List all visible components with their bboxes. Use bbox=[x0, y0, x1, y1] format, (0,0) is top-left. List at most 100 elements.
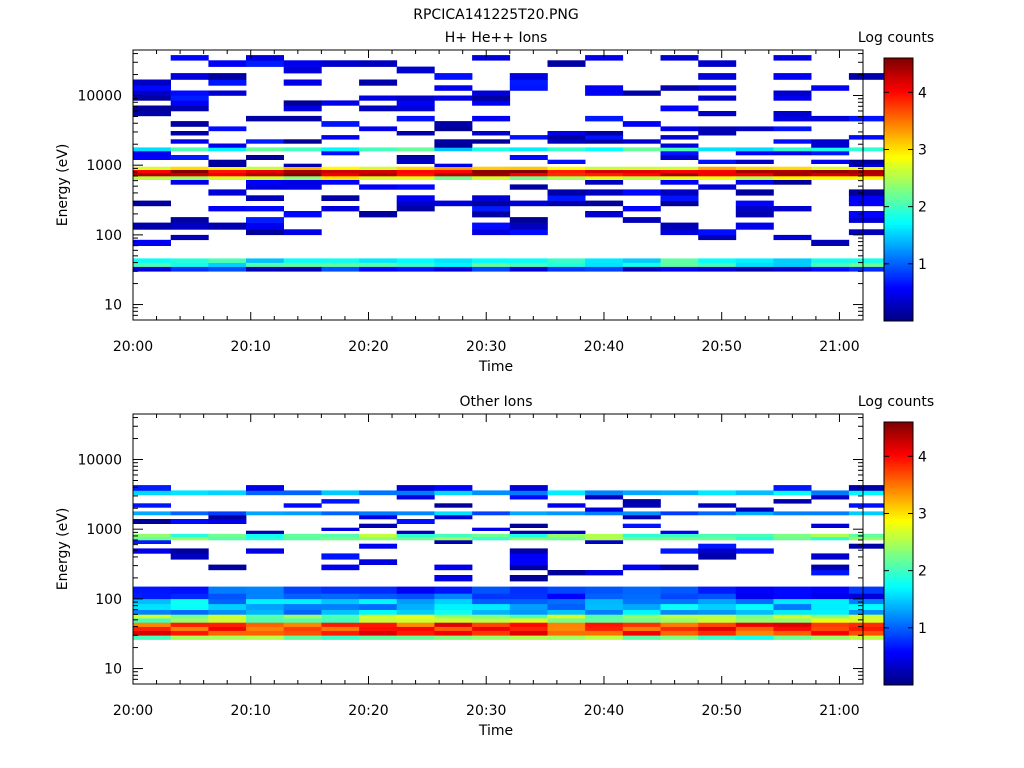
colorbar-segment bbox=[884, 441, 913, 445]
heatmap-cell bbox=[698, 266, 737, 272]
heatmap-cell bbox=[773, 635, 812, 640]
heatmap-cell bbox=[547, 200, 586, 207]
heatmap-cell bbox=[773, 95, 812, 101]
heatmap-cell bbox=[585, 139, 624, 144]
heatmap-cell bbox=[434, 598, 473, 605]
heatmap-cell bbox=[246, 490, 284, 496]
heatmap-cell bbox=[622, 533, 661, 538]
heatmap-cell bbox=[208, 126, 247, 132]
heatmap-cell bbox=[208, 159, 247, 164]
colorbar-segment bbox=[884, 531, 913, 535]
heatmap-cell bbox=[622, 515, 661, 520]
heatmap-cell bbox=[359, 490, 398, 496]
heatmap-cell bbox=[735, 593, 774, 600]
heatmap-cell bbox=[434, 515, 473, 520]
colorbar-segment bbox=[884, 676, 913, 679]
heatmap-cell bbox=[773, 490, 812, 496]
heatmap-cell bbox=[170, 100, 209, 106]
heatmap-cell bbox=[811, 618, 850, 623]
heatmap-cell bbox=[848, 626, 887, 631]
heatmap-cell bbox=[246, 635, 284, 640]
colorbar-segment bbox=[884, 478, 913, 482]
heatmap-cell bbox=[434, 172, 473, 177]
heatmap-cell bbox=[396, 511, 435, 516]
heatmap-cell bbox=[434, 618, 473, 623]
heatmap-cell bbox=[509, 495, 548, 500]
heatmap-cell bbox=[434, 540, 473, 544]
heatmap-cell bbox=[283, 614, 322, 619]
heatmap-cell bbox=[773, 266, 812, 272]
x-tick-label: 20:20 bbox=[348, 703, 388, 719]
heatmap-cell bbox=[283, 511, 322, 516]
heatmap-cell bbox=[585, 536, 624, 541]
heatmap-cell bbox=[622, 618, 661, 623]
heatmap-cell bbox=[208, 206, 247, 212]
heatmap-cell bbox=[396, 195, 435, 201]
heatmap-cell bbox=[622, 614, 661, 619]
heatmap-cell bbox=[133, 200, 171, 207]
heatmap-cell bbox=[472, 586, 511, 594]
axes: 20:00 20:10 20:20 20:30 20:40 20:50 21:00 10 100… bbox=[77, 50, 864, 355]
heatmap-cell bbox=[509, 490, 548, 496]
colorbar-segment bbox=[884, 617, 913, 620]
colorbar-segment bbox=[884, 610, 913, 614]
heatmap-cell bbox=[773, 586, 812, 594]
x-tick-label: 20:50 bbox=[702, 703, 742, 719]
heatmap-cell bbox=[509, 217, 548, 223]
heatmap-cell bbox=[359, 598, 398, 605]
colorbar-segment bbox=[884, 66, 913, 70]
heatmap-cell bbox=[811, 139, 850, 144]
heatmap-cell bbox=[396, 100, 435, 106]
heatmap-cell bbox=[396, 626, 435, 631]
heatmap-cell bbox=[585, 90, 624, 96]
heatmap-cell bbox=[396, 622, 435, 627]
colorbar-segment bbox=[884, 228, 913, 232]
heatmap-cell bbox=[472, 635, 511, 640]
heatmap-cell bbox=[208, 147, 247, 152]
heatmap-cell bbox=[396, 262, 435, 267]
y-tick-label: 10000 bbox=[77, 89, 122, 105]
colorbar-segment bbox=[884, 73, 913, 76]
heatmap-cell bbox=[246, 598, 284, 605]
heatmap-cell bbox=[848, 172, 887, 177]
heatmap-cell bbox=[321, 266, 360, 272]
colorbar-segment bbox=[884, 658, 913, 662]
colorbar-segment bbox=[884, 86, 913, 90]
colorbar-segment bbox=[884, 314, 913, 318]
colorbar-segment bbox=[884, 546, 913, 550]
heatmap-cell bbox=[735, 189, 774, 196]
colorbar-segment bbox=[884, 568, 913, 572]
colorbar-segment bbox=[884, 465, 913, 469]
colorbar-segment bbox=[884, 533, 913, 537]
heatmap-cell bbox=[170, 603, 209, 610]
heatmap-cell bbox=[811, 172, 850, 177]
colorbar-segment bbox=[884, 621, 913, 625]
heatmap-cell bbox=[434, 490, 473, 496]
heatmap-cell bbox=[509, 200, 548, 207]
heatmap-cell bbox=[359, 126, 398, 132]
heatmap-cell bbox=[133, 540, 171, 544]
heatmap-cell bbox=[660, 598, 699, 605]
heatmap-cell bbox=[434, 258, 473, 263]
y-tick-label: 100 bbox=[95, 228, 122, 244]
colorbar-segment bbox=[884, 630, 913, 633]
heatmap-cell bbox=[660, 135, 699, 140]
heatmap-cell bbox=[773, 166, 812, 170]
x-tick-label: 20:30 bbox=[466, 703, 506, 719]
colorbar-segment bbox=[884, 518, 913, 522]
colorbar-segment bbox=[884, 62, 913, 65]
heatmap-cell bbox=[509, 229, 548, 236]
heatmap-cell bbox=[547, 266, 586, 272]
heatmap-cell bbox=[811, 258, 850, 263]
axes: 20:00 20:10 20:20 20:30 20:40 20:50 21:00 10 100… bbox=[77, 414, 864, 719]
colorbar-segment bbox=[884, 665, 913, 668]
heatmap-cell bbox=[133, 536, 171, 541]
heatmap-cell bbox=[773, 172, 812, 177]
heatmap-cell bbox=[735, 603, 774, 610]
heatmap-cell bbox=[283, 163, 322, 167]
heatmap-cell bbox=[547, 622, 586, 627]
heatmap-cell bbox=[698, 603, 737, 610]
colorbar-segment bbox=[884, 180, 913, 184]
heatmap-cell bbox=[660, 258, 699, 263]
colorbar-segment bbox=[884, 307, 913, 311]
